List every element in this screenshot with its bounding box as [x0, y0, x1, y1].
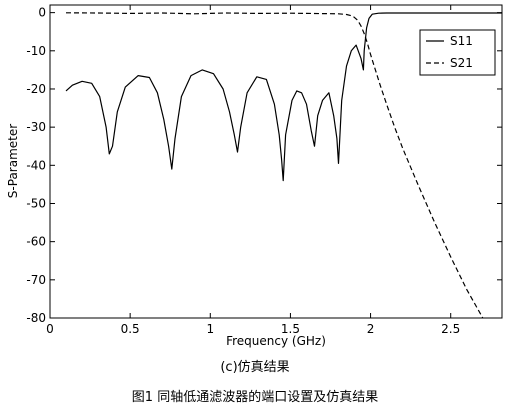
series-lines — [65, 12, 502, 319]
series-line-s21 — [65, 12, 484, 319]
subfigure-caption: (c)仿真结果 — [220, 360, 290, 375]
x-axis-label: Frequency (GHz) — [226, 334, 326, 348]
legend-box — [419, 29, 496, 76]
x-tick-label: 1 — [206, 322, 214, 336]
x-tick-label: 1.5 — [281, 322, 300, 336]
x-tick-label: 2.5 — [441, 322, 460, 336]
y-tick-label: -40 — [26, 158, 46, 172]
y-axis-label: S-Parameter — [6, 124, 20, 198]
figure-caption: 图1 同轴低通滤波器的端口设置及仿真结果 — [131, 390, 379, 405]
chart: 0 0.5 1 1.5 2 2.5 0 -10 -20 -30 -40 -50 -60 -70 -80 Fr… — [6, 4, 503, 348]
series-line-s11 — [65, 12, 502, 182]
x-tick-label: 2 — [367, 322, 375, 336]
ticks: 0 0.5 1 1.5 2 2.5 0 -10 -20 -30 -40 -50 -60 -70 -80 — [26, 5, 502, 336]
y-tick-label: -10 — [26, 44, 46, 58]
x-tick-label: 0 — [46, 322, 54, 336]
x-tick-label: 0.5 — [121, 322, 140, 336]
y-tick-label: -50 — [26, 196, 46, 210]
legend-s11-label: S11 — [450, 34, 473, 48]
legend: S11 S21 — [419, 29, 496, 76]
y-tick-label: -80 — [26, 311, 46, 325]
y-tick-label: -20 — [26, 82, 46, 96]
y-tick-label: 0 — [38, 6, 46, 20]
y-tick-label: -70 — [26, 273, 46, 287]
y-tick-label: -30 — [26, 120, 46, 134]
y-tick-label: -60 — [26, 235, 46, 249]
legend-s21-label: S21 — [450, 56, 473, 70]
